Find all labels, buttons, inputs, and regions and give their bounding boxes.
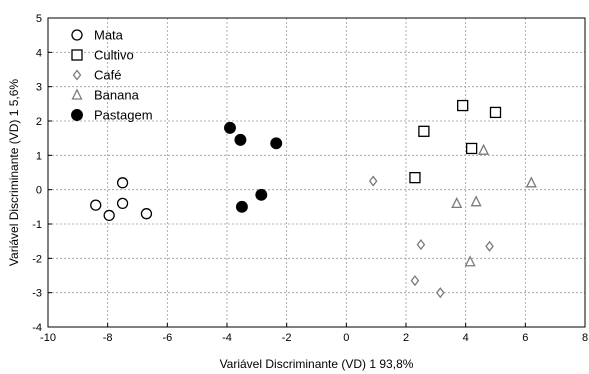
data-point	[103, 209, 115, 222]
y-tick-label: -2	[32, 253, 42, 265]
data-point	[410, 275, 420, 287]
x-tick-label: -10	[40, 332, 56, 344]
data-point	[489, 106, 502, 119]
data-point	[451, 196, 463, 209]
legend-marker	[71, 29, 83, 41]
y-tick-label: 5	[36, 13, 42, 25]
x-tick-label: -2	[282, 332, 292, 344]
legend-label: Cultivo	[94, 48, 134, 63]
legend-item: Cultivo	[71, 48, 134, 63]
grid-lines	[48, 18, 585, 327]
legend-item: Banana	[71, 88, 140, 103]
y-tick-label: 0	[36, 185, 42, 197]
legend-label: Banana	[94, 88, 140, 103]
legend-item: Mata	[71, 28, 124, 43]
data-point	[464, 255, 476, 267]
data-point	[435, 287, 445, 299]
data-point	[457, 99, 469, 112]
legend-item: Pastagem	[71, 108, 153, 123]
data-point	[416, 239, 426, 251]
data-point	[116, 177, 129, 189]
legend-marker	[71, 49, 83, 61]
data-point	[140, 208, 153, 220]
y-tick-label: 2	[36, 116, 42, 128]
legend: Mata Cultivo Café Banana Pastagem	[71, 28, 153, 123]
legend-label: Mata	[94, 28, 124, 43]
data-point	[418, 125, 430, 137]
legend-label: Pastagem	[94, 108, 153, 123]
x-tick-label: 2	[403, 332, 409, 344]
legend-item: Café	[72, 68, 121, 83]
y-axis-ticks: -4 -3 -2 -1 0 1 2 3 4 5	[32, 13, 52, 334]
x-tick-label: 6	[522, 332, 528, 344]
y-axis-label: Variável Discriminante (VD) 1 5,6%	[7, 79, 21, 267]
data-point	[409, 171, 421, 184]
series-mata	[90, 177, 153, 222]
series-banana	[451, 143, 537, 267]
series-caf-	[368, 175, 494, 299]
data-point	[270, 137, 283, 150]
data-point	[470, 195, 482, 207]
y-tick-label: -1	[32, 219, 42, 231]
series-cultivo	[409, 99, 502, 184]
data-point	[234, 133, 247, 146]
data-point	[485, 240, 494, 252]
x-tick-label: -6	[162, 332, 172, 344]
data-point	[116, 197, 129, 210]
data-point	[255, 188, 268, 201]
x-tick-label: -8	[103, 332, 113, 344]
x-tick-label: 0	[343, 332, 349, 344]
data-point	[478, 143, 490, 155]
data-point	[224, 121, 236, 134]
legend-marker	[72, 69, 82, 81]
x-tick-label: -4	[222, 332, 232, 344]
data-points	[90, 99, 537, 299]
y-tick-label: 1	[36, 150, 42, 162]
x-axis-ticks: -10 -8 -6 -4 -2 0 2 4 6 8	[40, 323, 588, 344]
data-point	[90, 199, 102, 211]
x-tick-label: 8	[582, 332, 588, 344]
x-tick-label: 4	[463, 332, 469, 344]
y-tick-label: 3	[36, 82, 42, 94]
x-axis-label: Variável Discriminante (VD) 1 93,8%	[220, 357, 414, 371]
data-point	[465, 142, 478, 155]
plot-area-frame	[47, 17, 586, 328]
legend-label: Café	[94, 68, 121, 83]
y-tick-label: -3	[32, 288, 42, 300]
legend-marker	[71, 88, 83, 100]
data-point	[368, 175, 378, 187]
legend-marker	[71, 109, 83, 121]
data-point	[525, 176, 537, 188]
data-point	[235, 200, 248, 213]
y-tick-label: -4	[32, 322, 42, 334]
y-tick-label: 4	[36, 47, 42, 59]
series-pastagem	[224, 121, 283, 213]
